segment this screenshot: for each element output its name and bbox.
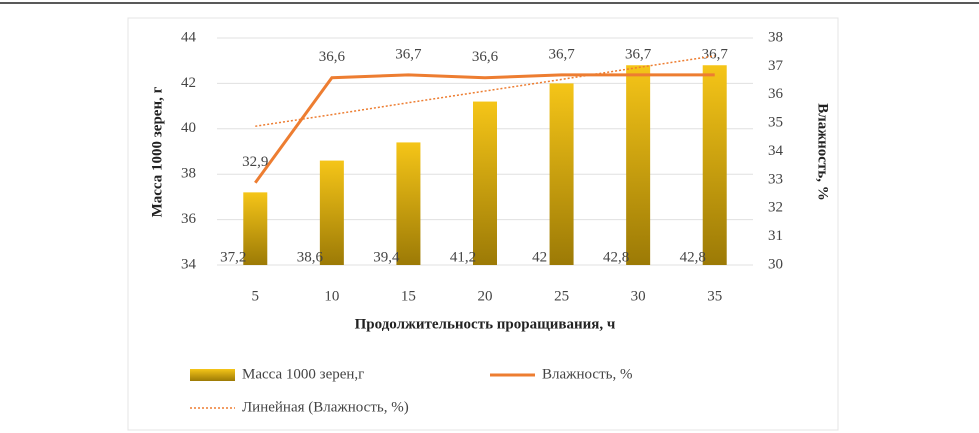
y-tick-label: 38 [181, 166, 196, 182]
line-value-label: 36,7 [395, 46, 422, 62]
bar-value-label: 42,8 [680, 249, 706, 265]
bar [243, 192, 268, 265]
bar [396, 142, 421, 265]
y-tick-label: 42 [181, 75, 196, 91]
legend-swatch [190, 369, 235, 381]
line-value-label: 36,6 [472, 49, 499, 65]
chart-frame [127, 17, 839, 431]
x-tick-label: 20 [478, 288, 493, 304]
y-tick-label: 36 [181, 211, 197, 227]
x-tick-label: 15 [401, 288, 416, 304]
bar-value-label: 37,2 [220, 249, 246, 265]
x-tick-label: 35 [707, 288, 722, 304]
y2-axis-title: Влажность, % [815, 103, 831, 200]
line-value-label: 36,6 [319, 49, 346, 65]
bar [626, 65, 651, 266]
y2-tick-label: 31 [768, 228, 783, 244]
x-tick-label: 25 [554, 288, 569, 304]
y-tick-label: 40 [181, 120, 196, 136]
bar [319, 160, 344, 265]
bar [473, 101, 497, 265]
bar [702, 65, 727, 266]
bar-value-label: 42,8 [603, 249, 629, 265]
y-tick-label: 34 [181, 256, 197, 272]
bar-value-label: 42 [532, 249, 547, 265]
line-value-label: 36,7 [625, 46, 652, 62]
y2-tick-label: 35 [768, 115, 783, 131]
line-value-label: 36,7 [548, 46, 575, 62]
y2-tick-label: 34 [768, 143, 784, 159]
line-value-label: 36,7 [702, 46, 729, 62]
y2-tick-label: 36 [768, 86, 784, 102]
y2-tick-label: 37 [768, 58, 784, 74]
bar [549, 83, 574, 266]
bar-value-label: 38,6 [297, 249, 324, 265]
line [254, 73, 715, 184]
bar-value-label: 41,2 [450, 249, 476, 265]
y-tick-label: 44 [181, 29, 197, 45]
y-axis-title: Масса 1000 зерен, г [149, 86, 165, 217]
line-value-label: 32,9 [242, 154, 268, 170]
y2-tick-label: 38 [768, 29, 783, 45]
x-axis-title: Продолжительность проращивания, ч [355, 316, 616, 332]
x-tick-label: 30 [631, 288, 646, 304]
legend-label: Масса 1000 зерен,г [242, 366, 364, 382]
trend-line [255, 55, 715, 127]
bar-value-label: 39,4 [373, 249, 400, 265]
legend-label: Влажность, % [542, 366, 632, 382]
x-tick-label: 5 [252, 288, 260, 304]
y2-tick-label: 33 [768, 171, 783, 187]
legend-label: Линейная (Влажность, %) [242, 399, 409, 415]
x-tick-label: 10 [324, 288, 339, 304]
y2-tick-label: 30 [768, 256, 783, 272]
y2-tick-label: 32 [768, 200, 783, 216]
